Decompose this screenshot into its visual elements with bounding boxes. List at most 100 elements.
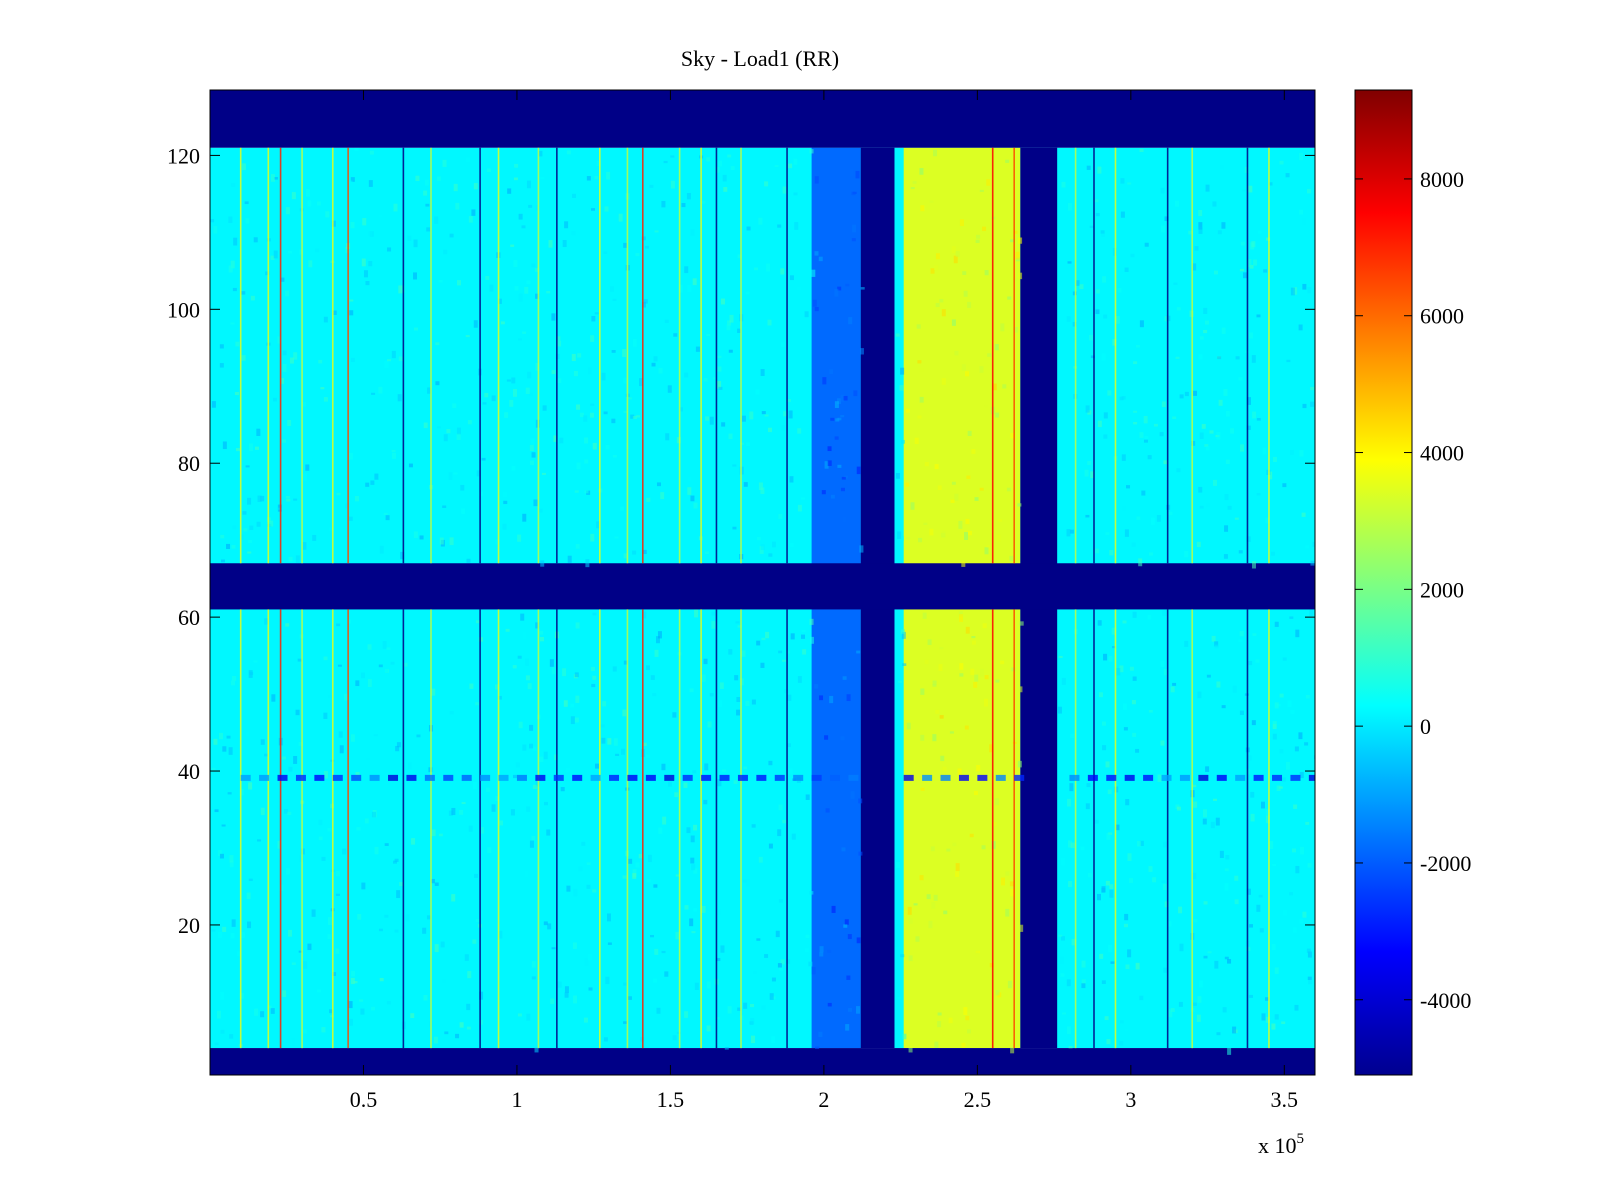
heatmap-cell — [1205, 184, 1210, 192]
heatmap-cell — [260, 807, 265, 816]
heatmap-cell — [768, 843, 773, 849]
heatmap-cell — [1203, 955, 1208, 959]
heatmap-cell — [797, 504, 802, 512]
heatmap-cell — [1282, 483, 1287, 488]
heatmap-cell — [270, 1008, 275, 1014]
heatmap-cell — [1079, 284, 1084, 290]
heatmap-cell — [495, 539, 500, 545]
heatmap-cell — [918, 537, 923, 543]
heatmap-cell — [814, 251, 819, 256]
heatmap-cell — [1161, 225, 1166, 233]
heatmap-cell — [526, 806, 531, 812]
heatmap-cell — [1203, 329, 1208, 334]
heatmap-row-feature — [1106, 774, 1117, 781]
heatmap-cell — [766, 263, 771, 272]
heatmap-cell — [591, 683, 596, 688]
heatmap-row-feature — [1124, 774, 1135, 781]
heatmap-cell — [908, 918, 913, 924]
heatmap-cell — [611, 349, 616, 353]
heatmap-cell — [348, 516, 353, 521]
heatmap-cell — [935, 709, 940, 714]
heatmap-cell — [305, 189, 310, 197]
heatmap-cell — [856, 650, 861, 654]
heatmap-cell — [498, 820, 503, 826]
heatmap-cell — [253, 237, 258, 243]
heatmap-cell — [438, 833, 443, 837]
heatmap-cell — [1178, 906, 1183, 914]
heatmap-cell — [1272, 721, 1277, 725]
heatmap-cell — [1133, 422, 1138, 425]
heatmap-cell — [1248, 332, 1253, 339]
heatmap-cell — [1126, 485, 1131, 489]
heatmap-cell — [586, 884, 591, 889]
heatmap-cell — [368, 231, 373, 237]
heatmap-row-feature — [903, 774, 914, 781]
heatmap-cell — [1271, 1023, 1276, 1030]
heatmap-cell — [1234, 517, 1239, 520]
heatmap-cell — [1207, 951, 1212, 954]
heatmap-cell — [604, 206, 609, 212]
heatmap-cell — [1119, 1020, 1124, 1024]
heatmap-cell — [486, 168, 491, 173]
heatmap-cell — [649, 184, 654, 188]
heatmap-cell — [327, 934, 332, 940]
heatmap-cell — [655, 636, 660, 644]
plot-frame — [209, 89, 1316, 1076]
heatmap-cell — [324, 771, 329, 779]
heatmap-cell — [1227, 958, 1232, 964]
heatmap-cell — [1017, 760, 1022, 768]
heatmap-cell — [938, 664, 943, 672]
heatmap-cell — [564, 992, 569, 998]
heatmap-cell — [621, 748, 626, 755]
heatmap-cell — [329, 1009, 334, 1014]
heatmap-cell — [1219, 850, 1224, 858]
heatmap-cell — [756, 536, 761, 541]
heatmap-cell — [961, 364, 966, 371]
heatmap-cell — [959, 614, 964, 622]
heatmap-cell — [434, 216, 439, 224]
heatmap-cell — [461, 508, 466, 514]
heatmap-cell — [959, 219, 964, 227]
heatmap-cell — [684, 372, 689, 378]
heatmap-cell — [858, 851, 863, 856]
heatmap-cell — [392, 452, 397, 459]
heatmap-cell — [721, 422, 726, 427]
heatmap-cell — [298, 741, 303, 746]
heatmap-cell — [551, 370, 556, 375]
heatmap-cell — [761, 637, 766, 641]
heatmap-cell — [302, 542, 307, 550]
heatmap-cell — [1070, 842, 1075, 849]
heatmap-cell — [935, 302, 940, 308]
heatmap-cell — [651, 362, 656, 367]
heatmap-cell — [222, 441, 227, 450]
heatmap-cell — [704, 763, 709, 771]
heatmap-cell — [291, 1038, 296, 1047]
heatmap-cell — [405, 914, 410, 922]
heatmap-cell — [623, 242, 628, 248]
colorbar-tick-label: -4000 — [1420, 988, 1471, 1013]
heatmap-row-feature — [977, 774, 988, 781]
x-tick-label: 3.5 — [1271, 1087, 1299, 1112]
heatmap-cell — [1251, 561, 1256, 569]
heatmap-cell — [440, 941, 445, 948]
heatmap-cell — [811, 967, 816, 975]
heatmap-cell — [974, 950, 979, 955]
heatmap-cell — [644, 245, 649, 249]
heatmap-cell — [908, 1048, 913, 1053]
heatmap-cell — [449, 537, 454, 546]
heatmap-cell — [1234, 899, 1239, 905]
heatmap-cell — [535, 622, 540, 629]
heatmap-cell — [323, 316, 328, 323]
heatmap-cell — [745, 700, 750, 707]
heatmap-cell — [789, 542, 794, 548]
heatmap-cell — [961, 1042, 966, 1048]
heatmap-cell — [684, 266, 689, 274]
heatmap-cell — [371, 811, 376, 818]
heatmap-cell — [829, 695, 834, 704]
heatmap-cell — [361, 258, 366, 267]
heatmap-cell — [248, 782, 253, 790]
heatmap-cell — [1204, 320, 1209, 325]
heatmap-cell — [971, 640, 976, 645]
heatmap-cell — [285, 495, 290, 499]
heatmap-cell — [1129, 878, 1134, 883]
